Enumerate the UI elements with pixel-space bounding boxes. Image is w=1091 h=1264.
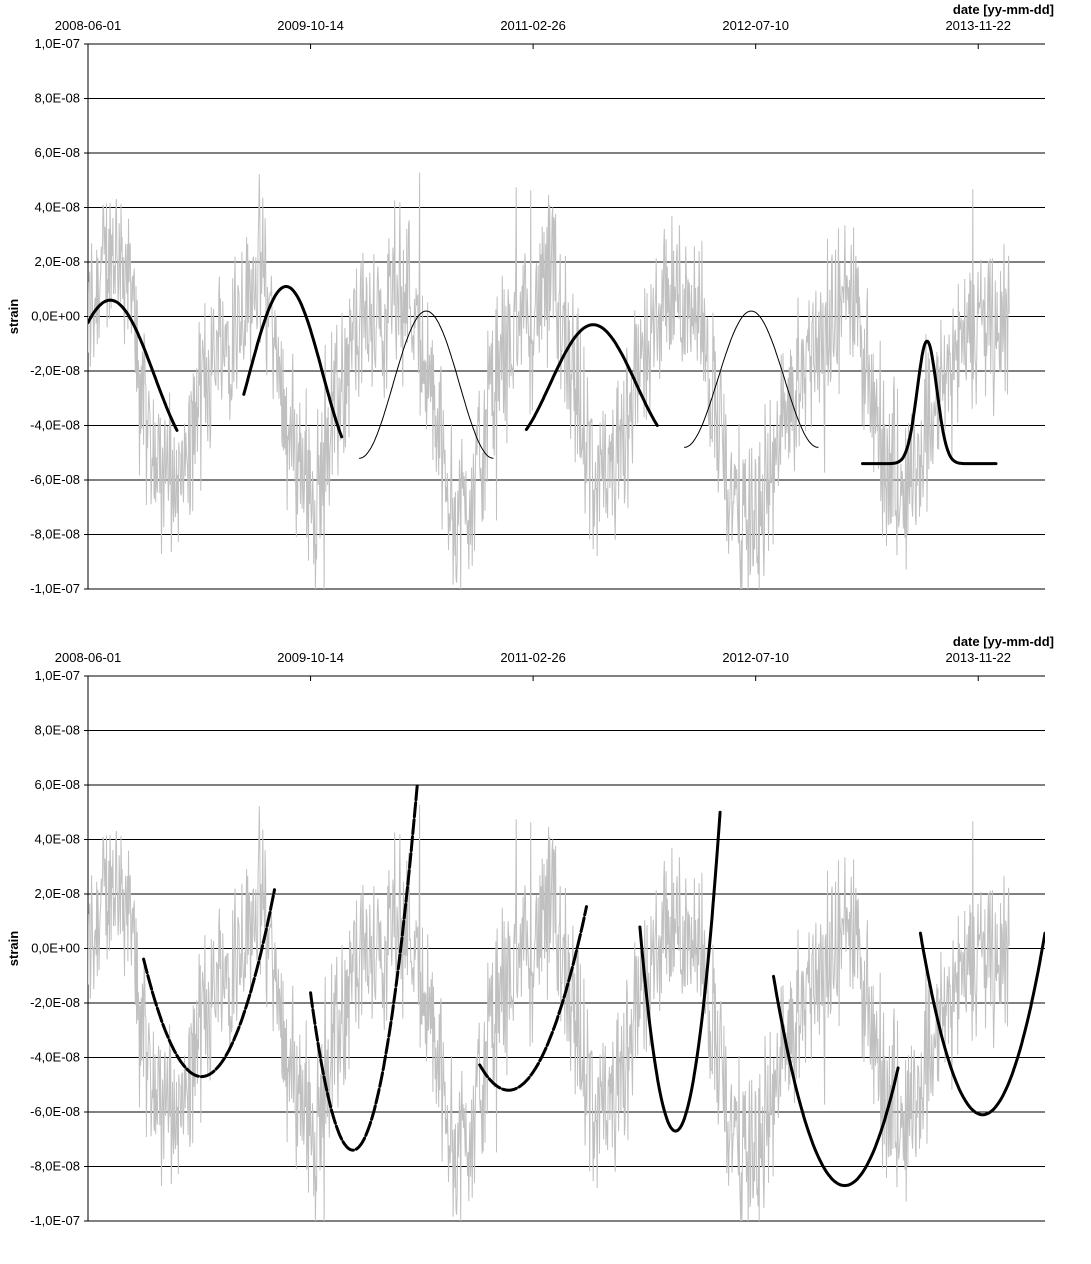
x-tick-label: 2008-06-01 — [55, 650, 122, 665]
y-tick-label: 6,0E-08 — [34, 777, 80, 792]
y-axis-title: strain — [6, 931, 21, 966]
y-tick-label: -6,0E-08 — [30, 472, 80, 487]
y-tick-label: 0,0E+00 — [31, 941, 80, 956]
fit-curve-fit-2010 — [359, 310, 494, 459]
y-tick-label: 1,0E-07 — [34, 668, 80, 683]
plot-area — [88, 172, 1010, 590]
y-tick-label: 4,0E-08 — [34, 200, 80, 215]
y-tick-label: 8,0E-08 — [34, 723, 80, 738]
fit-curve-trough-fit-2014 — [918, 931, 1045, 1117]
y-tick-label: -8,0E-08 — [30, 527, 80, 542]
y-tick-label: -8,0E-08 — [30, 1159, 80, 1174]
fit-curve-trough-fit-2011 — [478, 905, 588, 1092]
y-tick-label: 6,0E-08 — [34, 145, 80, 160]
x-tick-label: 2012-07-10 — [722, 650, 789, 665]
bottom-strain-chart: 1,0E-07 8,0E-08 6,0E-08 4,0E-08 2,0E-08 0,0E+… — [6, 634, 1054, 1228]
fit-curve-fit-2012 — [684, 310, 819, 448]
y-tick-label: 1,0E-07 — [34, 36, 80, 51]
x-tick-label: 2011-02-26 — [500, 18, 566, 33]
top-strain-chart: 1,0E-07 8,0E-08 6,0E-08 4,0E-08 2,0E-08 0,0E+… — [6, 2, 1054, 596]
fit-curve-fit-2011 — [524, 323, 659, 431]
fit-curve-trough-fit-2010 — [309, 782, 419, 1152]
measured-strain-series — [88, 804, 1010, 1222]
y-tick-label: 2,0E-08 — [34, 254, 80, 269]
y-tick-label: 0,0E+00 — [31, 309, 80, 324]
fit-curve-trough-fit-2012 — [638, 810, 722, 1133]
x-tick-label: 2013-11-22 — [945, 650, 1011, 665]
y-tick-label: -2,0E-08 — [30, 363, 80, 378]
x-tick-label: 2008-06-01 — [55, 18, 122, 33]
measured-strain-series — [88, 172, 1010, 590]
y-axis-title: strain — [6, 299, 21, 334]
fit-curve-trough-fit-2009 — [142, 888, 276, 1079]
y-tick-label: -2,0E-08 — [30, 995, 80, 1010]
y-tick-label: 4,0E-08 — [34, 832, 80, 847]
x-axis-title: date [yy-mm-dd] — [953, 2, 1054, 17]
x-tick-label: 2009-10-14 — [277, 18, 344, 33]
fit-curve-fit-2009 — [242, 285, 344, 439]
x-axis-title: date [yy-mm-dd] — [953, 634, 1054, 649]
plot-area — [88, 782, 1045, 1222]
fit-curve-trough-fit-2013 — [772, 974, 900, 1188]
y-tick-label: -4,0E-08 — [30, 418, 80, 433]
x-tick-label: 2011-02-26 — [500, 650, 566, 665]
y-tick-label: -4,0E-08 — [30, 1050, 80, 1065]
x-tick-label: 2013-11-22 — [945, 18, 1011, 33]
fit-curve-fit-2008 — [88, 298, 179, 432]
y-tick-label: -1,0E-07 — [30, 1213, 80, 1228]
x-tick-label: 2009-10-14 — [277, 650, 344, 665]
x-tick-label: 2012-07-10 — [722, 18, 789, 33]
y-tick-label: -1,0E-07 — [30, 581, 80, 596]
y-tick-label: -6,0E-08 — [30, 1104, 80, 1119]
fit-curve-fit-2013 — [861, 339, 998, 466]
y-tick-label: 2,0E-08 — [34, 886, 80, 901]
y-tick-label: 8,0E-08 — [34, 91, 80, 106]
